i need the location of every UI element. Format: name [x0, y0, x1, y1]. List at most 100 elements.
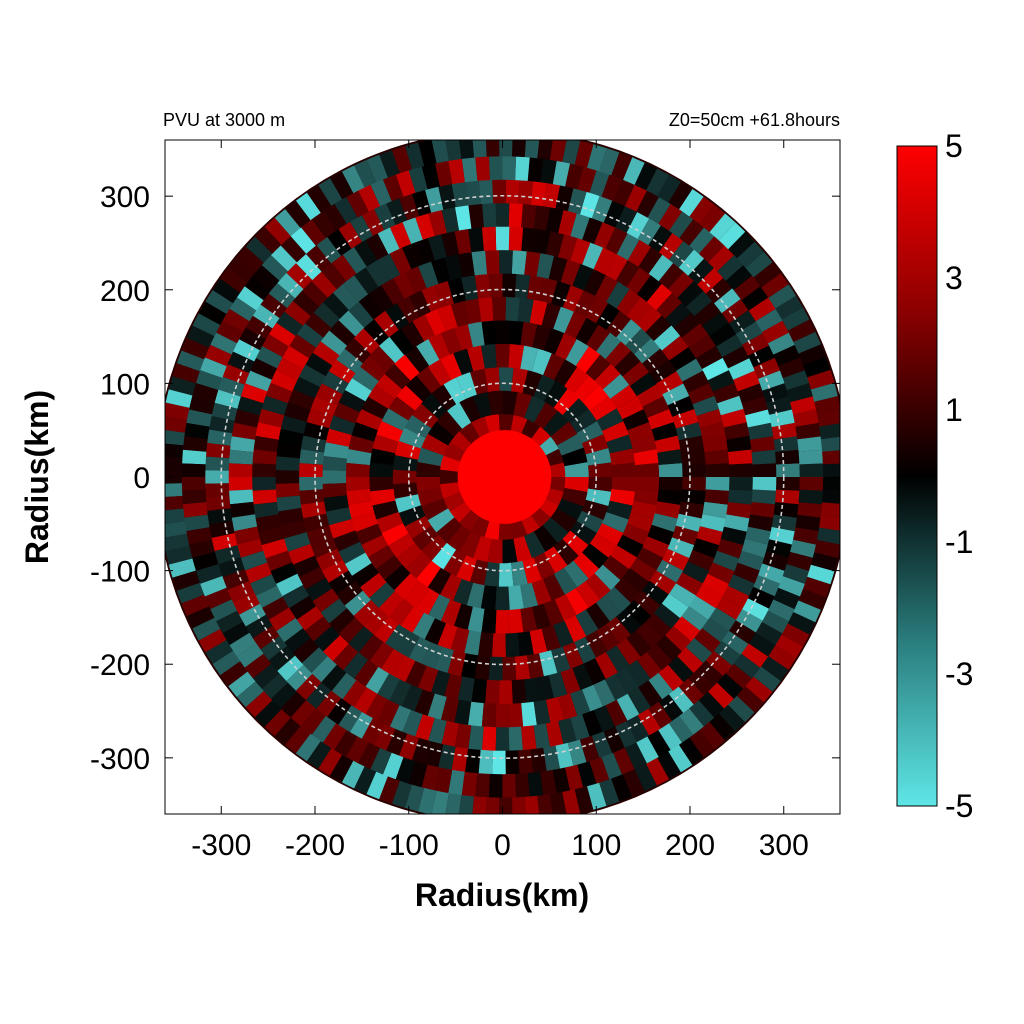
heatmap-cell — [322, 723, 347, 751]
heatmap-cell — [195, 369, 223, 390]
heatmap-cell — [366, 771, 388, 800]
heatmap-cell — [658, 723, 683, 751]
heatmap-cell — [583, 658, 607, 686]
heatmap-cell — [768, 645, 796, 670]
heatmap-cell — [403, 414, 432, 439]
heatmap-cell — [610, 545, 638, 570]
heatmap-cell — [386, 729, 408, 757]
heatmap-cell — [602, 512, 630, 534]
heatmap-cell — [165, 443, 184, 458]
heatmap-cell — [533, 723, 551, 750]
heatmap-cell — [521, 725, 537, 751]
heatmap-cell — [642, 580, 670, 606]
heatmap-cell — [750, 501, 776, 518]
heatmap-cell — [495, 703, 510, 729]
heatmap-cell — [441, 721, 459, 748]
heatmap-cell — [236, 681, 264, 708]
heatmap-cell — [515, 773, 530, 799]
heatmap-cell — [508, 319, 524, 346]
heatmap-cell — [318, 178, 343, 206]
x-tick-label: -200 — [285, 829, 345, 862]
heatmap-cell — [751, 449, 777, 465]
heatmap-cell — [452, 347, 474, 376]
heatmap-cell — [328, 519, 356, 539]
heatmap-cell — [287, 389, 315, 410]
heatmap-cell — [431, 383, 457, 412]
heatmap-cell — [665, 626, 692, 653]
heatmap-cell — [795, 422, 822, 440]
heatmap-cell — [274, 483, 300, 498]
heatmap-cell — [192, 617, 221, 641]
heatmap-cell — [520, 606, 538, 634]
heatmap-cell — [288, 333, 317, 359]
heatmap-cell — [676, 572, 704, 596]
heatmap-cell — [626, 630, 653, 658]
heatmap-cell — [531, 347, 553, 376]
heatmap-cell — [822, 450, 840, 465]
heatmap-cell — [448, 769, 465, 796]
heatmap-cell — [648, 224, 673, 253]
heatmap-cell — [567, 739, 587, 767]
heatmap-cell — [698, 691, 725, 719]
heatmap-cell — [464, 297, 482, 324]
heatmap-cell — [773, 344, 801, 367]
heatmap-cell — [495, 586, 510, 612]
heatmap-cell — [444, 253, 463, 281]
heatmap-cell — [680, 449, 707, 465]
heatmap-cell — [306, 185, 332, 213]
heatmap-cell — [306, 741, 332, 769]
heatmap-cell — [331, 254, 357, 282]
heatmap-cell — [678, 248, 705, 276]
heatmap-cell — [546, 230, 565, 258]
heatmap-cell — [304, 352, 333, 377]
heatmap-cell — [575, 345, 601, 373]
heatmap-cell — [636, 652, 663, 680]
heatmap-cell — [733, 275, 761, 301]
heatmap-cell — [596, 407, 625, 431]
heatmap-cell — [533, 204, 551, 231]
heatmap-cell — [319, 330, 348, 356]
heatmap-cell — [394, 494, 421, 514]
heatmap-cell — [285, 726, 311, 754]
heatmap-cell — [275, 442, 302, 459]
heatmap-cell — [392, 780, 412, 808]
heatmap-cell — [795, 514, 822, 532]
heatmap-cell — [344, 552, 372, 577]
heatmap-cell — [310, 656, 337, 683]
heatmap-cell — [820, 502, 840, 518]
y-axis-ticks: 300 200 100 0 -100 -200 -300 — [90, 181, 840, 776]
heatmap-cell — [371, 434, 399, 454]
heatmap-cell — [572, 263, 594, 291]
heatmap-cell — [704, 489, 730, 505]
heatmap-cell — [622, 568, 650, 594]
heatmap-cell — [729, 309, 757, 334]
heatmap-cell — [520, 582, 539, 610]
heatmap-cell — [165, 470, 182, 484]
heatmap-cell — [814, 396, 840, 415]
heatmap-cell — [373, 202, 396, 231]
heatmap-cell — [221, 363, 250, 385]
heatmap-cell — [553, 567, 578, 596]
heatmap-cell — [742, 332, 770, 356]
heatmap-cell — [675, 421, 703, 441]
heatmap-cell — [181, 449, 207, 465]
heatmap-cell — [721, 630, 750, 656]
heatmap-cell — [762, 382, 790, 403]
heatmap-cell — [656, 292, 683, 319]
heatmap-cell — [259, 635, 288, 661]
heatmap-cell — [717, 538, 745, 559]
heatmap-cell — [717, 673, 744, 700]
heatmap-cell — [341, 165, 365, 194]
heatmap-cell — [761, 320, 790, 344]
heatmap-cell — [240, 550, 268, 571]
heatmap-cell — [350, 421, 378, 442]
heatmap-cell — [651, 421, 679, 441]
heatmap-cell — [585, 447, 613, 466]
heatmap-cell — [481, 703, 497, 729]
heatmap-cell — [533, 525, 559, 553]
heatmap-cell — [380, 523, 409, 547]
heatmap-cell — [403, 515, 432, 540]
heatmap-cell — [387, 395, 416, 421]
heatmap-cell — [611, 462, 637, 477]
heatmap-cell — [396, 630, 420, 659]
